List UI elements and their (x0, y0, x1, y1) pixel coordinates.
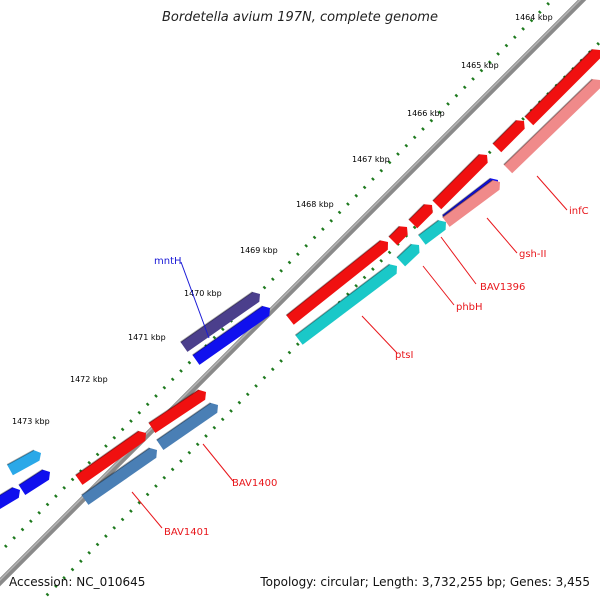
tick-labels: 1464 kbp 1465 kbp 1466 kbp 1467 kbp 1468 kbp… (12, 13, 553, 426)
gene-arrow-shade (0, 486, 14, 496)
gene-label[interactable]: phbH (456, 302, 483, 313)
gene-arrow[interactable] (148, 389, 206, 433)
gene-arrow-shade (524, 48, 593, 118)
gene-arrow-shade (18, 469, 43, 486)
tick-label: 1465 kbp (461, 61, 499, 70)
tick-label: 1464 kbp (515, 13, 553, 22)
accession-text: Accession: NC_010645 (9, 575, 146, 589)
gene-arrow[interactable] (75, 430, 146, 485)
gene-arrow[interactable] (388, 226, 408, 246)
tick-label: 1466 kbp (407, 109, 445, 118)
gene-arrow-shade (81, 447, 150, 496)
tick-label: 1468 kbp (296, 200, 334, 209)
gene-leader-line (131, 491, 163, 529)
gene-arrow[interactable] (442, 180, 500, 227)
gene-arrow-shade (294, 263, 390, 336)
gene-arrow-shade (408, 203, 425, 221)
tick-label: 1470 kbp (184, 289, 222, 298)
gene-arrow-shade (492, 119, 517, 145)
gene-arrow-shade (388, 225, 400, 238)
gene-arrow[interactable] (503, 79, 600, 174)
map-title: Bordetella avium 197N, complete genome (162, 10, 438, 25)
tick-label: 1467 kbp (352, 155, 390, 164)
gene-arrow-shade (148, 389, 199, 424)
gene-arrow[interactable] (7, 450, 41, 476)
gene-arrow[interactable] (418, 220, 446, 245)
gene-label[interactable]: BAV1396 (480, 282, 525, 293)
gene-label[interactable]: mntH (154, 256, 182, 267)
gene-leader-line (202, 443, 234, 482)
gene-leader-line (180, 261, 210, 339)
gene-arrow-shade (441, 177, 491, 216)
gene-features (0, 48, 600, 510)
gene-leader-line (422, 265, 455, 306)
gene-arrow[interactable] (0, 487, 20, 510)
gene-leader-line (440, 236, 477, 285)
gene-label[interactable]: infC (569, 206, 589, 217)
tick-label: 1472 kbp (70, 375, 108, 384)
gene-labels: infC gsh-II BAV1396 phbH ptsI mntH BAV1400 BAV1… (131, 175, 589, 538)
gene-arrow-shade (75, 430, 139, 476)
gene-arrow[interactable] (408, 204, 433, 229)
gene-leader-line (486, 217, 518, 254)
gene-arrow-shade (417, 219, 439, 236)
gene-arrow[interactable] (192, 305, 270, 365)
gene-arrow-shade (6, 449, 35, 466)
gene-arrow-shade (432, 153, 480, 202)
gene-arrow[interactable] (492, 120, 525, 153)
gene-arrow[interactable] (81, 447, 157, 505)
genome-stats-text: Topology: circular; Length: 3,732,255 bp… (260, 575, 590, 589)
gene-arrow[interactable] (156, 402, 218, 450)
gene-arrow-shade (180, 291, 253, 343)
gene-label[interactable]: gsh-II (519, 249, 546, 260)
gene-arrow[interactable] (432, 154, 488, 210)
gene-arrow-shade (396, 243, 412, 259)
gene-arrow-shade (503, 78, 593, 166)
gene-arrow[interactable] (286, 240, 388, 325)
gene-arrow[interactable] (396, 244, 420, 267)
gene-arrow-shade (285, 239, 381, 316)
gene-arrow-shade (441, 179, 493, 218)
gene-arrow-shade (156, 402, 211, 441)
gene-leader-line (536, 175, 568, 211)
gene-arrow[interactable] (180, 291, 260, 352)
gene-arrow[interactable] (295, 264, 397, 345)
gene-label[interactable]: ptsI (395, 350, 413, 361)
gene-leader-line (361, 315, 398, 354)
gene-label[interactable]: BAV1400 (232, 478, 277, 489)
tick-label: 1469 kbp (240, 246, 278, 255)
gene-label[interactable]: BAV1401 (164, 527, 209, 538)
gene-arrow[interactable] (524, 49, 600, 126)
gene-arrow[interactable] (18, 469, 50, 496)
gene-arrow-shade (192, 305, 263, 356)
tick-label: 1473 kbp (12, 417, 50, 426)
tick-label: 1471 kbp (128, 333, 166, 342)
